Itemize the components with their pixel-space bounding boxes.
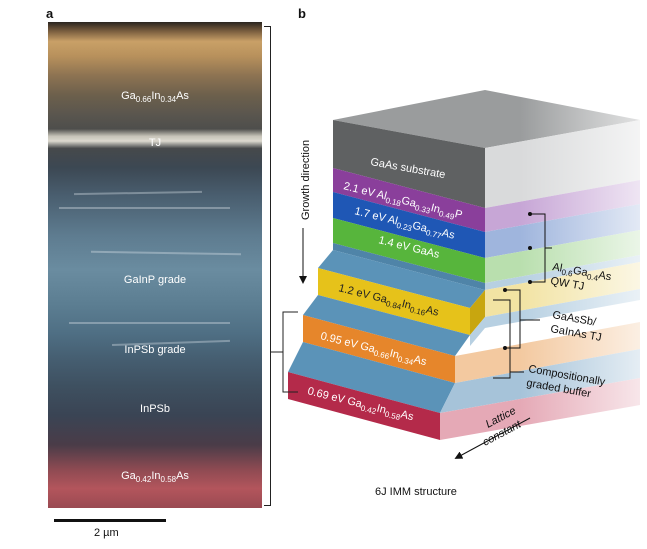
substrate-front — [333, 120, 485, 208]
panel-b-letter: b — [298, 6, 306, 21]
layer-0-95ev-front — [303, 315, 455, 383]
micro-layer-inpsb-grade: InPSb grade — [124, 344, 186, 356]
lattice-constant-arrow — [454, 417, 531, 459]
qw-tj-band-front — [333, 243, 485, 290]
growth-direction-label: Growth direction — [300, 140, 312, 220]
layer-1-2ev-side — [470, 290, 485, 335]
micro-layer-inpsb: InPSb — [140, 403, 170, 415]
panel-a-letter: a — [46, 6, 54, 21]
buffer-band-1-top — [303, 295, 470, 356]
qw-tj-marker — [528, 280, 532, 284]
qw-tj-marker — [528, 246, 532, 250]
graded-buffer-brackets — [493, 299, 524, 379]
qw-tj-brackets — [530, 213, 552, 283]
micrograph-texture — [69, 322, 230, 324]
layer-1-2ev-front — [318, 268, 470, 335]
layer-0-69ev-front — [288, 372, 440, 440]
right-fade — [520, 88, 647, 448]
scale-bar — [54, 519, 166, 522]
diagram-caption: 6J IMM structure — [375, 486, 457, 498]
micrograph-bracket — [264, 26, 271, 506]
tem-micrograph: Ga0.66In0.34As TJ GaInP grade InPSb grad… — [48, 22, 262, 508]
sb-tj-brackets — [505, 289, 540, 349]
micro-layer-gainas-top: Ga0.66In0.34As — [121, 90, 189, 105]
qw-tj-label-line2: QW TJ — [549, 275, 585, 293]
qw-tj-marker — [528, 212, 532, 216]
micro-layer-gainp-grade: GaInP grade — [123, 274, 187, 286]
layer-2-1ev-front — [333, 168, 485, 232]
micro-layer-tj: TJ — [148, 137, 162, 149]
micrograph-texture — [58, 207, 230, 209]
sb-tj-marker — [503, 288, 507, 292]
qw-tj-label: Al0.6Ga0.4As — [551, 261, 613, 285]
micro-layer-gainas-bottom: Ga0.42In0.58As — [121, 470, 189, 485]
buffer-band-2-top — [288, 342, 455, 413]
layer-1-4ev-front — [333, 218, 485, 283]
sb-tj-marker — [503, 346, 507, 350]
layer-1-7ev-front — [333, 192, 485, 258]
scale-bar-label: 2 µm — [94, 527, 119, 539]
qw-tj-band-top — [318, 250, 485, 308]
